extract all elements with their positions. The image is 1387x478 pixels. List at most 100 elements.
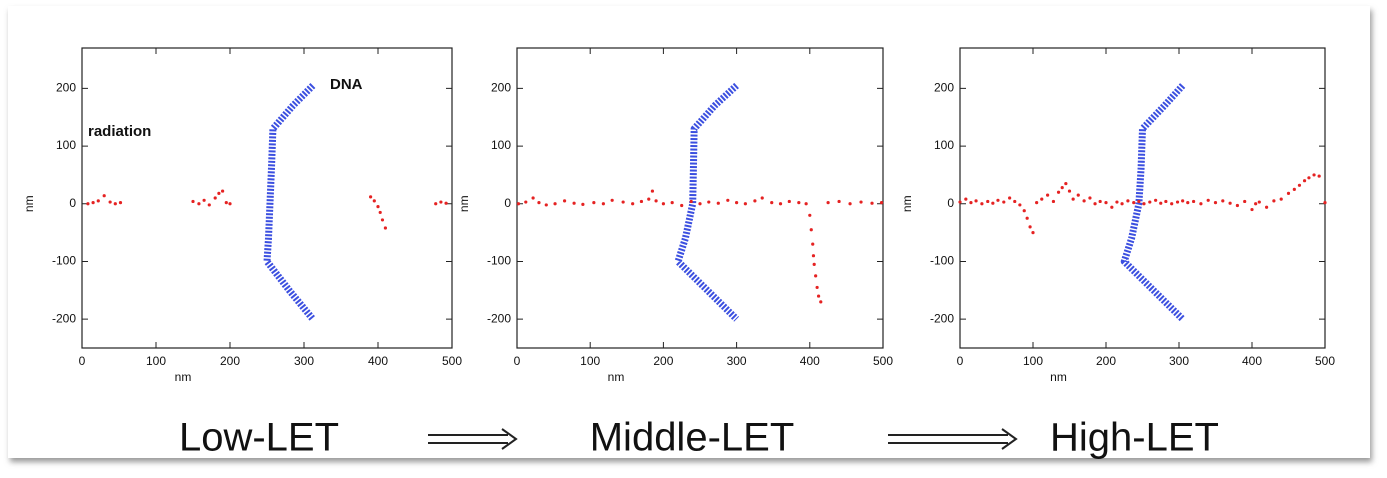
track-point xyxy=(670,201,674,205)
track-point xyxy=(1120,202,1124,206)
track-point xyxy=(1008,196,1012,200)
track-point xyxy=(1279,197,1283,201)
track-point xyxy=(1046,193,1050,197)
x-tick-label: 300 xyxy=(294,354,314,368)
y-tick-label: -100 xyxy=(52,254,76,268)
track-point xyxy=(1213,201,1218,205)
track-point xyxy=(610,198,614,202)
y-tick-label: -200 xyxy=(487,311,511,325)
track-point xyxy=(1067,189,1072,193)
track-point xyxy=(859,200,863,204)
y-axis-label: nm xyxy=(457,195,471,212)
track-point xyxy=(369,195,373,199)
track-point xyxy=(118,201,123,205)
track-point xyxy=(91,201,95,205)
x-tick-label: 400 xyxy=(368,354,388,368)
track-point xyxy=(1018,203,1022,207)
x-tick-label: 200 xyxy=(1096,354,1116,368)
track-point xyxy=(537,201,541,205)
dna-helix xyxy=(263,83,316,322)
track-point xyxy=(1307,176,1311,180)
track-point xyxy=(217,191,221,195)
track-point xyxy=(1199,202,1203,206)
track-point xyxy=(1228,201,1232,205)
track-point xyxy=(1093,202,1097,206)
track-point xyxy=(1292,187,1296,191)
track-point xyxy=(221,189,225,193)
track-point xyxy=(797,201,801,205)
track-point xyxy=(1142,202,1146,206)
caption-arrow xyxy=(888,428,1018,450)
x-tick-label: 0 xyxy=(957,354,964,368)
track-point xyxy=(969,201,973,205)
track-point xyxy=(716,201,720,205)
annotation: radiation xyxy=(88,123,151,140)
track-point xyxy=(1126,199,1130,203)
y-tick-label: 100 xyxy=(491,138,511,152)
y-tick-label: 0 xyxy=(947,196,954,210)
track-point xyxy=(439,200,443,204)
track-point xyxy=(1040,197,1044,201)
track-point xyxy=(581,202,585,206)
track-point xyxy=(879,201,884,205)
track-point xyxy=(826,201,830,205)
x-tick-label: 200 xyxy=(653,354,673,368)
track-point xyxy=(1148,200,1152,204)
track-point xyxy=(1064,181,1068,186)
track-point xyxy=(726,198,730,202)
track-point xyxy=(1098,199,1102,204)
track-point xyxy=(1035,201,1039,205)
caption-arrow xyxy=(428,428,518,450)
panel: 0 100 200 300 400 500 -200 -100 0 100 200 nm nm Middl… xyxy=(457,47,893,460)
track-point xyxy=(383,226,387,230)
track-point xyxy=(1297,183,1302,187)
track-point xyxy=(553,202,557,206)
track-point xyxy=(1082,199,1086,203)
track-point xyxy=(213,196,217,200)
track-point xyxy=(689,199,693,204)
track-point xyxy=(1164,199,1168,204)
track-point xyxy=(735,201,739,205)
track-point xyxy=(1028,225,1032,229)
x-tick-label: 400 xyxy=(1242,354,1262,368)
track-point xyxy=(1031,231,1035,235)
track-point xyxy=(1257,200,1261,204)
track-point xyxy=(639,199,644,204)
track-point xyxy=(1250,207,1254,212)
track-point xyxy=(1088,196,1092,200)
track-point xyxy=(108,200,112,204)
track-point xyxy=(1181,199,1185,203)
track-point xyxy=(991,201,995,205)
track-point xyxy=(544,203,548,207)
track-point xyxy=(1175,200,1180,204)
track-point xyxy=(1317,174,1321,178)
track-point xyxy=(808,213,812,217)
y-tick-label: 100 xyxy=(56,138,76,152)
panel: 0 100 200 300 400 500 -200 -100 0 100 200 nm nm radia… xyxy=(22,47,462,460)
track-point xyxy=(1104,201,1108,205)
dna-helix xyxy=(674,82,740,322)
track-point xyxy=(531,196,535,200)
track-point xyxy=(680,203,684,208)
track-point xyxy=(1056,190,1061,194)
track-point xyxy=(1071,197,1075,201)
x-axis-label: nm xyxy=(1050,370,1067,384)
track-point xyxy=(814,274,818,278)
track-point xyxy=(1235,203,1239,208)
track-point xyxy=(1323,201,1327,205)
x-tick-label: 100 xyxy=(146,354,166,368)
panel: 0 100 200 300 400 500 -200 -100 0 100 200 nm nm High-… xyxy=(900,47,1335,460)
track-point xyxy=(811,254,816,258)
track-point xyxy=(376,205,380,209)
track-point xyxy=(870,201,874,205)
x-tick-label: 100 xyxy=(1023,354,1043,368)
x-tick-label: 200 xyxy=(220,354,240,368)
track-point xyxy=(1002,200,1006,204)
track-point xyxy=(191,199,195,204)
track-point xyxy=(562,199,567,203)
track-point xyxy=(1025,216,1029,220)
track-point xyxy=(650,189,655,193)
track-point xyxy=(207,203,211,207)
y-tick-label: 0 xyxy=(69,196,76,210)
track-point xyxy=(1051,199,1056,204)
